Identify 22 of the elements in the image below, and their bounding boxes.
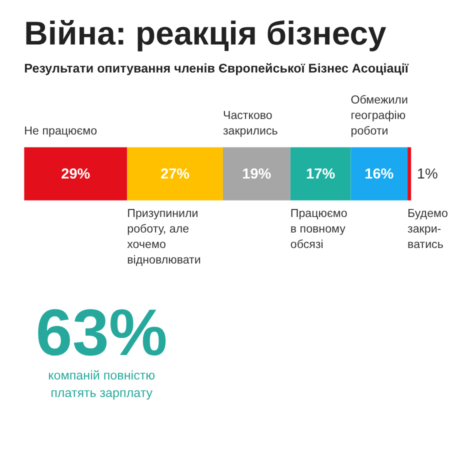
series-label: Призупинили роботу, але хочемо відновлювати	[127, 206, 201, 266]
data-label: 29%	[61, 166, 90, 183]
bar	[290, 147, 351, 200]
data-label: 17%	[306, 166, 336, 183]
bar	[350, 147, 408, 200]
chart-subtitle: Результати опитування членів Європейської Бізнес Асоціації	[24, 62, 409, 76]
bar	[127, 147, 223, 200]
series-label: Працюємо в повному обсязі	[290, 206, 348, 251]
series-label: Обмежили географію роботи	[350, 94, 408, 138]
chart-title: Війна: реакція бізнесу	[24, 14, 388, 52]
series-label: Будемо закри- ватись	[408, 206, 448, 251]
data-label: 19%	[242, 166, 272, 183]
text: компаній повністю платять зарплату	[48, 368, 156, 400]
data-label: 1%	[416, 166, 438, 183]
bar	[24, 147, 128, 200]
data-label: 16%	[364, 166, 394, 183]
series-label: Частково закрились	[222, 109, 278, 138]
bar	[408, 147, 412, 200]
data-label: 27%	[160, 166, 190, 183]
series-label: Не працюємо	[24, 124, 98, 138]
bar	[222, 147, 290, 200]
text: 63%	[36, 295, 168, 370]
